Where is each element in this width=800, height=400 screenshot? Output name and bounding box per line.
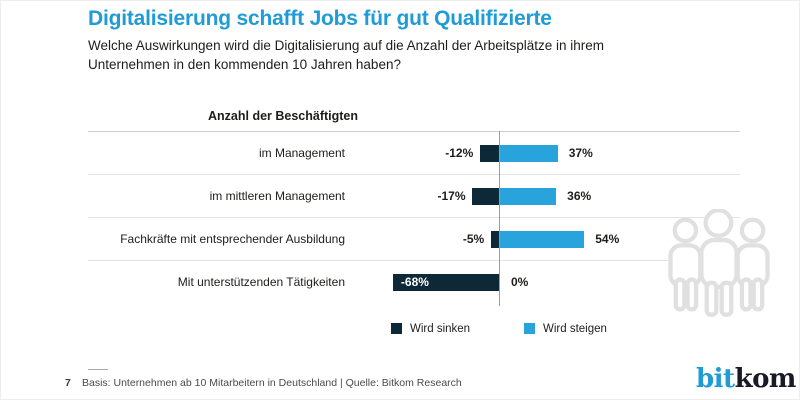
value-label-sinken: -5% <box>462 232 485 246</box>
footer-divider <box>88 369 108 370</box>
legend-swatch-steigen <box>524 323 535 334</box>
bar-wird-steigen <box>500 231 585 248</box>
page-title: Digitalisierung schafft Jobs für gut Qua… <box>88 7 552 30</box>
bitkom-logo-kom: kom <box>734 364 797 394</box>
category-label: im Management <box>258 146 345 160</box>
chart-row: im Management -12% 37% <box>0 145 800 162</box>
chart-row: Mit unterstützenden Tätigkeiten -68% 0% <box>0 274 800 291</box>
subtitle: Welche Auswirkungen wird die Digitalisie… <box>88 36 604 74</box>
legend-item-wird-sinken: Wird sinken <box>391 322 470 335</box>
chart-row: Fachkräfte mit entsprechender Ausbildung… <box>0 231 800 248</box>
value-label-steigen: 54% <box>595 232 620 246</box>
bar-wird-sinken <box>491 231 499 248</box>
bar-wird-sinken <box>392 274 499 291</box>
bar-wird-sinken <box>472 188 499 205</box>
bitkom-logo: bitkom <box>696 364 796 394</box>
value-label-sinken: -17% <box>437 189 466 203</box>
bar-wird-steigen <box>500 188 557 205</box>
category-label: Fachkräfte mit entsprechender Ausbildung <box>120 232 345 246</box>
subtitle-line-2: Unternehmen in den kommenden 10 Jahren h… <box>88 57 401 72</box>
legend-item-wird-steigen: Wird steigen <box>524 322 607 335</box>
chart-row: im mittleren Management -17% 36% <box>0 188 800 205</box>
subtitle-line-1: Welche Auswirkungen wird die Digitalisie… <box>88 38 605 53</box>
source-note: Basis: Unternehmen ab 10 Mitarbeitern in… <box>82 377 462 389</box>
value-label-steigen: 36% <box>567 189 592 203</box>
category-label: Mit unterstützenden Tätigkeiten <box>177 275 345 289</box>
row-divider <box>88 217 740 218</box>
value-label-steigen: 0% <box>511 275 529 289</box>
page-number: 7 <box>65 377 71 389</box>
row-divider <box>88 260 740 261</box>
bitkom-logo-bit: bit <box>696 364 735 394</box>
legend-label: Wird steigen <box>543 322 607 335</box>
row-divider <box>88 174 740 175</box>
value-label-sinken: -68% <box>400 275 429 289</box>
chart-header-divider <box>88 131 740 132</box>
value-label-sinken: -12% <box>445 146 474 160</box>
value-label-steigen: 37% <box>568 146 593 160</box>
zero-axis-line <box>499 131 500 306</box>
legend-swatch-sinken <box>391 323 402 334</box>
legend-label: Wird sinken <box>410 322 471 335</box>
category-label: im mittleren Management <box>209 189 345 203</box>
bar-wird-sinken <box>480 145 499 162</box>
bar-wird-steigen <box>500 145 558 162</box>
chart-title: Anzahl der Beschäftigten <box>208 109 359 123</box>
people-group-icon <box>668 209 770 317</box>
